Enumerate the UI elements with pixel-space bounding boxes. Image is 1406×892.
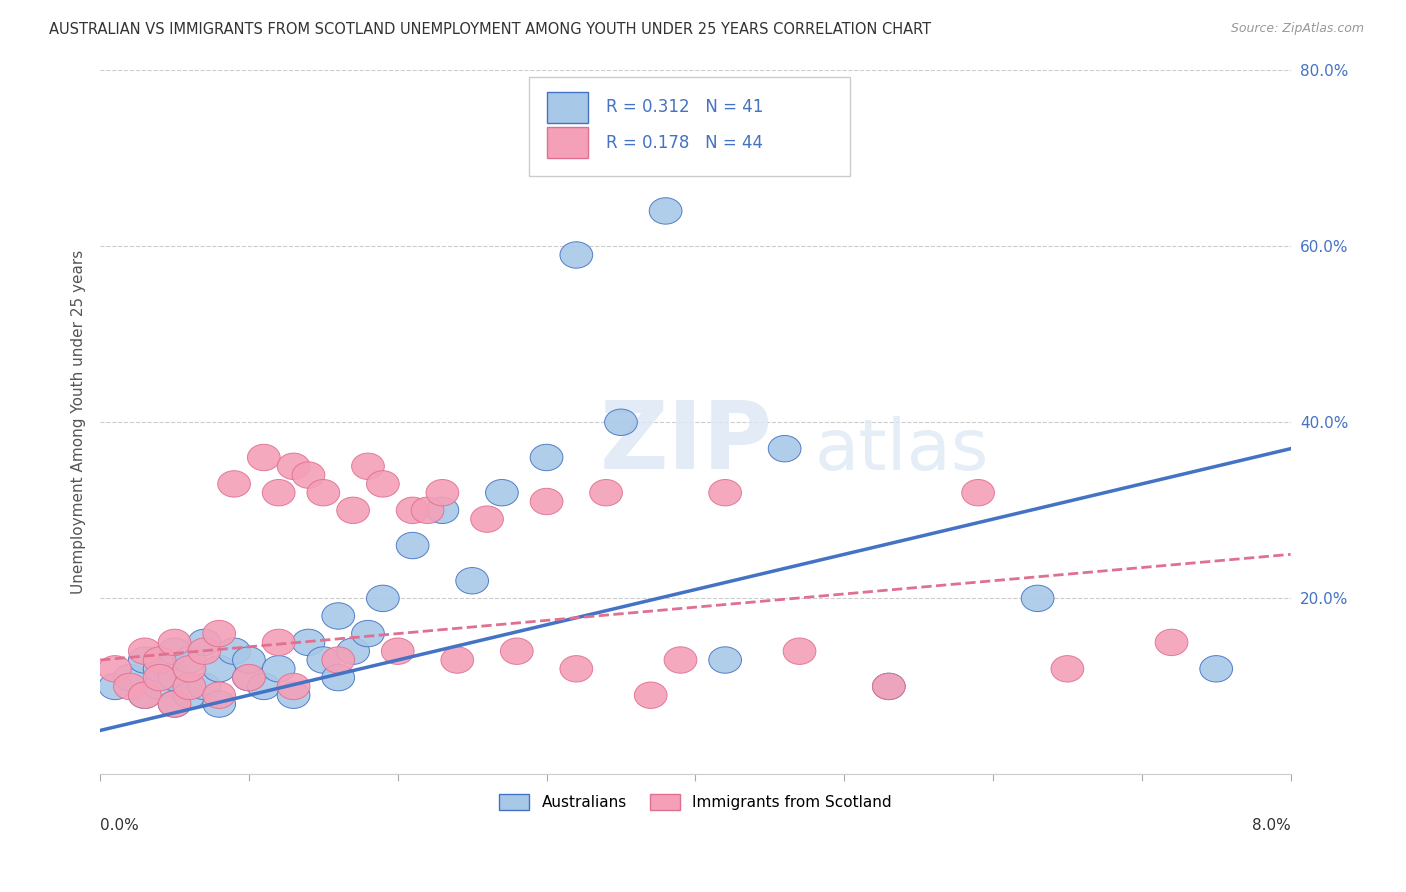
Ellipse shape: [322, 647, 354, 673]
Ellipse shape: [336, 497, 370, 524]
Ellipse shape: [441, 647, 474, 673]
Ellipse shape: [173, 682, 205, 708]
Ellipse shape: [263, 656, 295, 682]
Ellipse shape: [98, 656, 131, 682]
Ellipse shape: [873, 673, 905, 699]
Ellipse shape: [157, 629, 191, 656]
Ellipse shape: [962, 480, 994, 506]
Ellipse shape: [530, 444, 562, 471]
Ellipse shape: [114, 673, 146, 699]
Y-axis label: Unemployment Among Youth under 25 years: Unemployment Among Youth under 25 years: [72, 250, 86, 594]
Ellipse shape: [263, 480, 295, 506]
Ellipse shape: [471, 506, 503, 533]
Ellipse shape: [263, 629, 295, 656]
Ellipse shape: [634, 682, 666, 708]
Ellipse shape: [188, 638, 221, 665]
Ellipse shape: [709, 480, 741, 506]
Ellipse shape: [232, 665, 266, 690]
Text: 0.0%: 0.0%: [100, 819, 139, 833]
Text: R = 0.312   N = 41: R = 0.312 N = 41: [606, 98, 763, 116]
Ellipse shape: [218, 471, 250, 497]
FancyBboxPatch shape: [547, 92, 588, 123]
Ellipse shape: [128, 682, 162, 708]
Ellipse shape: [157, 665, 191, 690]
Ellipse shape: [426, 497, 458, 524]
Ellipse shape: [426, 480, 458, 506]
Ellipse shape: [367, 585, 399, 612]
Ellipse shape: [530, 488, 562, 515]
Ellipse shape: [247, 444, 280, 471]
FancyBboxPatch shape: [547, 127, 588, 159]
Text: AUSTRALIAN VS IMMIGRANTS FROM SCOTLAND UNEMPLOYMENT AMONG YOUTH UNDER 25 YEARS C: AUSTRALIAN VS IMMIGRANTS FROM SCOTLAND U…: [49, 22, 931, 37]
FancyBboxPatch shape: [529, 77, 851, 176]
Ellipse shape: [202, 682, 236, 708]
Ellipse shape: [157, 638, 191, 665]
Ellipse shape: [589, 480, 623, 506]
Ellipse shape: [232, 647, 266, 673]
Ellipse shape: [664, 647, 697, 673]
Ellipse shape: [501, 638, 533, 665]
Ellipse shape: [128, 682, 162, 708]
Ellipse shape: [322, 665, 354, 690]
Ellipse shape: [277, 673, 309, 699]
Ellipse shape: [143, 665, 176, 690]
Ellipse shape: [157, 690, 191, 717]
Ellipse shape: [650, 198, 682, 224]
Ellipse shape: [218, 638, 250, 665]
Legend: Australians, Immigrants from Scotland: Australians, Immigrants from Scotland: [492, 788, 898, 816]
Ellipse shape: [307, 647, 340, 673]
Text: R = 0.178   N = 44: R = 0.178 N = 44: [606, 134, 763, 152]
Ellipse shape: [1021, 585, 1054, 612]
Ellipse shape: [396, 497, 429, 524]
Ellipse shape: [709, 647, 741, 673]
Ellipse shape: [188, 629, 221, 656]
Ellipse shape: [188, 673, 221, 699]
Ellipse shape: [560, 242, 593, 268]
Ellipse shape: [247, 673, 280, 699]
Ellipse shape: [456, 567, 488, 594]
Ellipse shape: [396, 533, 429, 558]
Ellipse shape: [873, 673, 905, 699]
Ellipse shape: [292, 462, 325, 488]
Text: ZIP: ZIP: [600, 398, 773, 490]
Ellipse shape: [128, 638, 162, 665]
Ellipse shape: [336, 638, 370, 665]
Ellipse shape: [128, 647, 162, 673]
Ellipse shape: [768, 435, 801, 462]
Ellipse shape: [352, 453, 384, 480]
Ellipse shape: [1199, 656, 1233, 682]
Ellipse shape: [202, 620, 236, 647]
Ellipse shape: [143, 673, 176, 699]
Ellipse shape: [98, 673, 131, 699]
Ellipse shape: [173, 673, 205, 699]
Ellipse shape: [307, 480, 340, 506]
Ellipse shape: [277, 453, 309, 480]
Ellipse shape: [173, 647, 205, 673]
Text: atlas: atlas: [814, 416, 988, 485]
Ellipse shape: [605, 409, 637, 435]
Text: 8.0%: 8.0%: [1251, 819, 1291, 833]
Ellipse shape: [783, 638, 815, 665]
Ellipse shape: [173, 656, 205, 682]
Ellipse shape: [157, 690, 191, 717]
Ellipse shape: [202, 690, 236, 717]
Ellipse shape: [1156, 629, 1188, 656]
Ellipse shape: [485, 480, 519, 506]
Ellipse shape: [1052, 656, 1084, 682]
Ellipse shape: [381, 638, 415, 665]
Ellipse shape: [143, 656, 176, 682]
Ellipse shape: [322, 603, 354, 629]
Ellipse shape: [202, 656, 236, 682]
Ellipse shape: [560, 656, 593, 682]
Text: Source: ZipAtlas.com: Source: ZipAtlas.com: [1230, 22, 1364, 36]
Ellipse shape: [411, 497, 444, 524]
Ellipse shape: [114, 665, 146, 690]
Ellipse shape: [143, 647, 176, 673]
Ellipse shape: [232, 665, 266, 690]
Ellipse shape: [367, 471, 399, 497]
Ellipse shape: [352, 620, 384, 647]
Ellipse shape: [292, 629, 325, 656]
Ellipse shape: [277, 682, 309, 708]
